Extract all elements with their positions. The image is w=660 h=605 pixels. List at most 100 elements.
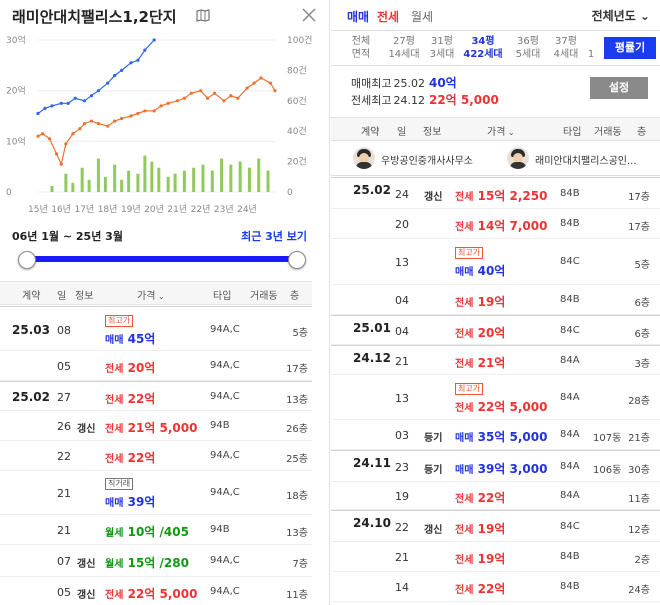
- trade-row[interactable]: 24.10 22 갱신 전세 19억 84C 12층: [331, 510, 660, 542]
- trade-badge: 최고가: [105, 315, 134, 327]
- trade-row[interactable]: 25.03 08 최고가 매매 45억 94A,C 5층: [0, 306, 312, 351]
- trade-floor: 6층: [634, 298, 650, 309]
- contract-day: 24: [395, 188, 409, 201]
- x-tick: 21년: [167, 204, 187, 215]
- size-37[interactable]: 37평 4세대: [553, 36, 579, 60]
- series-point: [66, 101, 70, 105]
- size-31[interactable]: 31평 3세대: [429, 36, 455, 60]
- size-all[interactable]: 전체 면적: [351, 36, 371, 60]
- series-point: [106, 124, 110, 128]
- trade-type: 94B: [210, 524, 230, 535]
- tab-sale[interactable]: 매매: [347, 10, 370, 24]
- trade-row[interactable]: 05 전세 20억 94A,C 17층: [0, 351, 312, 381]
- right-table-header: 계약 일 정보 가격 ⌄ 타입 거래동 층: [331, 117, 660, 141]
- year-select[interactable]: 전체년도 ⌄: [591, 9, 650, 23]
- max-jeonse-price: 전세최고 24.12 22억 5,000: [351, 93, 499, 107]
- map-icon[interactable]: [196, 9, 210, 22]
- trade-price: 전세 20억: [455, 326, 506, 340]
- contract-day: 21: [57, 487, 71, 500]
- contract-day: 21: [395, 551, 409, 564]
- slider-start-handle[interactable]: [18, 251, 36, 269]
- agent-avatar[interactable]: [353, 147, 375, 169]
- contract-day: 19: [395, 490, 409, 503]
- trade-row[interactable]: 25.02 27 전세 22억 94A,C 13층: [0, 381, 312, 411]
- trade-row[interactable]: 13 최고가 매매 40억 84C 5층: [331, 239, 660, 285]
- col-building: 거래동: [250, 291, 278, 302]
- trade-row[interactable]: 19 전세 22억 84A 11층: [331, 482, 660, 510]
- trade-price: 전세 14억 7,000: [455, 219, 548, 233]
- series-point: [113, 73, 117, 78]
- x-tick: 19년: [121, 204, 141, 215]
- series-point: [175, 99, 180, 103]
- trade-row[interactable]: 22 전세 22억 94A,C 25층: [0, 441, 312, 471]
- agent-avatar[interactable]: [507, 147, 529, 169]
- volume-bar: [80, 167, 84, 192]
- period-slider[interactable]: [18, 251, 306, 269]
- trade-floor: 21층: [628, 433, 650, 444]
- series-point: [236, 96, 240, 100]
- trade-row[interactable]: 07 갱신 월세 15억 /280 94A,C 7층: [0, 545, 312, 577]
- series-point: [206, 96, 210, 100]
- series-point: [48, 137, 52, 141]
- series-point: [212, 91, 217, 95]
- trade-type: 84A: [560, 490, 580, 501]
- trade-row[interactable]: 21 전세 19억 84B 2층: [331, 542, 660, 572]
- trade-row[interactable]: 13 최고가 전세 22억 5,000 84A 28층: [331, 375, 660, 420]
- volume-bar: [210, 170, 214, 192]
- contract-day: 21: [57, 524, 71, 537]
- settings-button[interactable]: 설정: [590, 77, 648, 99]
- series-point: [82, 122, 87, 126]
- max-sale-price: 매매최고 25.02 40억: [351, 76, 457, 90]
- trade-price: 전세 21억: [455, 356, 506, 370]
- trade-type: 84C: [560, 521, 580, 532]
- y-right-tick: 100건: [287, 35, 312, 46]
- tab-jeonse[interactable]: 전세: [377, 10, 400, 24]
- trade-type: 94A,C: [210, 324, 240, 335]
- trade-row[interactable]: 24.11 23 등기 매매 39억 3,000 84A 106동 30층: [331, 450, 660, 482]
- trade-info: 갱신: [77, 590, 96, 601]
- trade-type: 84C: [560, 256, 580, 267]
- slider-end-handle[interactable]: [288, 251, 306, 269]
- trade-row[interactable]: 24.12 21 전세 21억 84A 3층: [331, 345, 660, 375]
- trade-row[interactable]: 25.02 24 갱신 전세 15억 2,250 84B 17층: [331, 177, 660, 209]
- volume-bar: [143, 155, 147, 192]
- agent-name[interactable]: 우방공인중개사사무소: [381, 156, 473, 167]
- trade-row[interactable]: 25.01 04 전세 20억 84C 6층: [331, 315, 660, 345]
- trade-row[interactable]: 21 월세 10억 /405 94B 13층: [0, 515, 312, 545]
- size-more[interactable]: 1: [587, 49, 595, 60]
- series-point: [136, 111, 140, 116]
- series-point: [159, 104, 163, 108]
- volume-bar: [150, 161, 154, 192]
- recent-3y-link[interactable]: 최근 3년 보기: [241, 230, 307, 243]
- trade-row[interactable]: 14 전세 22억 84B 24층: [331, 572, 660, 602]
- size-27[interactable]: 27평 14세대: [388, 36, 420, 60]
- col-price[interactable]: 가격 ⌄: [487, 127, 515, 138]
- trade-info: 등기: [424, 433, 443, 444]
- contract-day: 05: [57, 360, 71, 373]
- y-right-tick: 0: [287, 188, 293, 198]
- col-price[interactable]: 가격 ⌄: [137, 291, 165, 302]
- trade-type: 84B: [560, 294, 580, 305]
- trade-row[interactable]: 04 전세 19억 84B 6층: [331, 285, 660, 315]
- contract-day: 07: [57, 555, 71, 568]
- agent-name[interactable]: 래미안대치팰리스공인...: [535, 156, 637, 167]
- contract-day: 22: [57, 450, 71, 463]
- series-point: [36, 134, 40, 138]
- trade-type: 84B: [560, 581, 580, 592]
- trade-row[interactable]: 20 전세 14억 7,000 84B 17층: [331, 209, 660, 239]
- close-icon[interactable]: [300, 6, 318, 24]
- contract-day: 03: [395, 429, 409, 442]
- trade-row[interactable]: 21 직거래 매매 39억 94A,C 18층: [0, 471, 312, 515]
- volume-bar: [192, 167, 196, 192]
- size-34[interactable]: 34평 422세대: [463, 36, 503, 60]
- tab-wolse[interactable]: 월세: [411, 10, 434, 24]
- trade-row[interactable]: 03 등기 매매 35억 5,000 84A 107동 21층: [331, 420, 660, 450]
- contract-date: 25.02: [353, 183, 391, 197]
- trade-row[interactable]: 05 갱신 전세 22억 5,000 94A,C 11층: [0, 577, 312, 605]
- contract-day: 14: [395, 581, 409, 594]
- series-point: [182, 96, 186, 100]
- size-36[interactable]: 36평 5세대: [515, 36, 541, 60]
- trade-row[interactable]: 26 갱신 전세 21억 5,000 94B 26층: [0, 411, 312, 441]
- pyeong-toggle-button[interactable]: 평률기: [604, 37, 656, 59]
- left-table-header: 계약 일 정보 가격 ⌄ 타입 거래동 층: [0, 281, 312, 305]
